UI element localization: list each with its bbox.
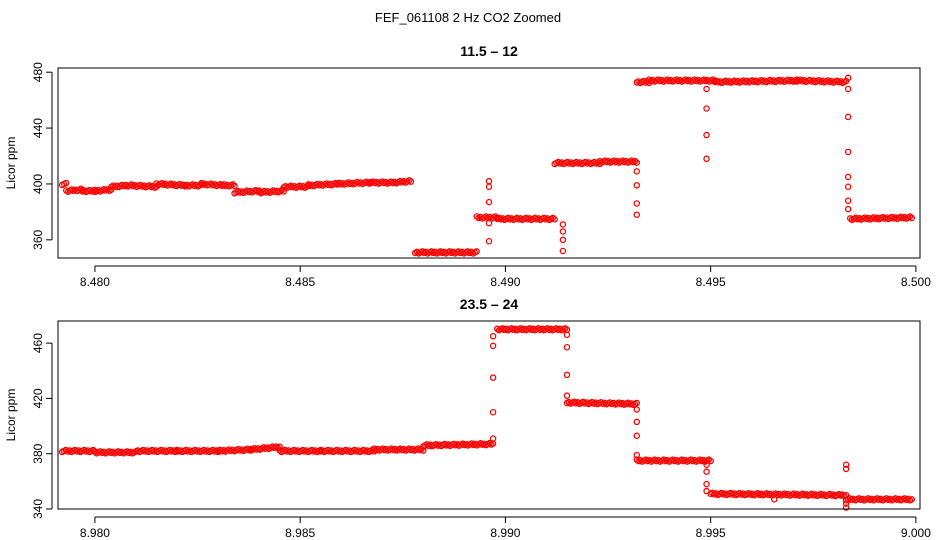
- data-point: [563, 344, 571, 351]
- panel-23-5-24: 23.5 – 24 Licor ppm 8.980 8.985 8.990 8.995 9.…: [4, 296, 931, 540]
- data-point: [633, 159, 641, 166]
- data-point: [633, 200, 641, 207]
- data-point: [633, 418, 641, 426]
- data-point: [489, 342, 497, 350]
- data-point: [842, 500, 850, 507]
- data-points: [58, 74, 916, 257]
- x-tick-label: 8.485: [285, 275, 315, 289]
- data-point: [707, 457, 714, 465]
- data-point: [844, 113, 852, 121]
- data-point: [489, 374, 497, 381]
- x-tick-label: 8.995: [696, 526, 726, 540]
- data-points: [58, 325, 916, 511]
- y-tick-label: 360: [31, 230, 45, 250]
- x-tick-label: 8.985: [285, 526, 315, 540]
- data-point: [563, 371, 571, 379]
- data-point: [633, 451, 641, 459]
- data-point: [559, 221, 567, 228]
- data-point: [844, 173, 852, 181]
- y-tick-label: 480: [31, 62, 45, 82]
- plot-frame: [57, 320, 921, 510]
- data-point: [551, 216, 558, 223]
- data-point: [633, 211, 641, 218]
- data-point: [703, 461, 710, 469]
- data-point: [559, 247, 567, 255]
- data-point: [489, 408, 497, 416]
- x-tick-label: 8.980: [80, 526, 110, 540]
- data-point: [563, 392, 571, 399]
- data-point: [633, 399, 641, 407]
- y-tick-label: 440: [31, 118, 45, 138]
- y-tick-label: 400: [31, 174, 45, 194]
- data-point: [703, 85, 710, 93]
- data-point: [407, 178, 415, 185]
- data-point: [908, 496, 916, 503]
- data-point: [559, 228, 567, 235]
- y-axis-label: Licor ppm: [4, 137, 18, 190]
- x-tick-label: 8.990: [490, 526, 520, 540]
- figure-title: FEF_061108 2 Hz CO2 Zoomed: [375, 10, 561, 25]
- plot-frame: [57, 67, 921, 259]
- y-tick-label: 460: [31, 333, 45, 353]
- y-tick-label: 340: [31, 499, 45, 519]
- y-tick-label: 420: [31, 388, 45, 408]
- data-point: [703, 487, 710, 495]
- y-axis-label: Licor ppm: [4, 389, 18, 442]
- x-tick-label: 8.500: [901, 275, 931, 289]
- data-point: [62, 179, 70, 187]
- data-point: [703, 155, 710, 163]
- x-tick-label: 9.000: [901, 526, 931, 540]
- data-point: [633, 182, 641, 189]
- data-point: [559, 236, 567, 244]
- panel-title: 23.5 – 24: [460, 296, 519, 312]
- data-point: [844, 205, 852, 213]
- data-point: [908, 214, 916, 222]
- data-point: [771, 496, 778, 503]
- data-point: [842, 465, 850, 473]
- data-point: [633, 406, 641, 413]
- x-tick-label: 8.495: [696, 275, 726, 289]
- data-point: [231, 182, 238, 190]
- data-point: [485, 219, 493, 227]
- data-point: [489, 332, 497, 340]
- y-tick-label: 380: [31, 443, 45, 463]
- data-point: [844, 197, 852, 204]
- data-point: [633, 168, 641, 175]
- data-point: [563, 331, 571, 339]
- data-point: [844, 148, 852, 156]
- data-point: [489, 435, 497, 442]
- panel-11-5-12: 11.5 – 12 Licor ppm 8.480 8.485 8.490 8.495 8.…: [4, 43, 931, 289]
- x-tick-label: 8.490: [490, 275, 520, 289]
- data-point: [703, 480, 710, 488]
- data-point: [473, 248, 480, 255]
- x-tick-label: 8.480: [80, 275, 110, 289]
- data-point: [485, 183, 493, 190]
- data-point: [703, 105, 710, 112]
- data-point: [485, 198, 493, 206]
- data-point: [844, 85, 852, 93]
- data-point: [844, 183, 852, 190]
- data-point: [703, 131, 710, 139]
- data-point: [842, 461, 850, 469]
- data-point: [485, 237, 493, 245]
- data-point: [703, 468, 710, 475]
- data-point: [844, 74, 852, 82]
- data-point: [633, 432, 641, 439]
- data-point: [842, 504, 850, 511]
- panel-title: 11.5 – 12: [460, 43, 518, 59]
